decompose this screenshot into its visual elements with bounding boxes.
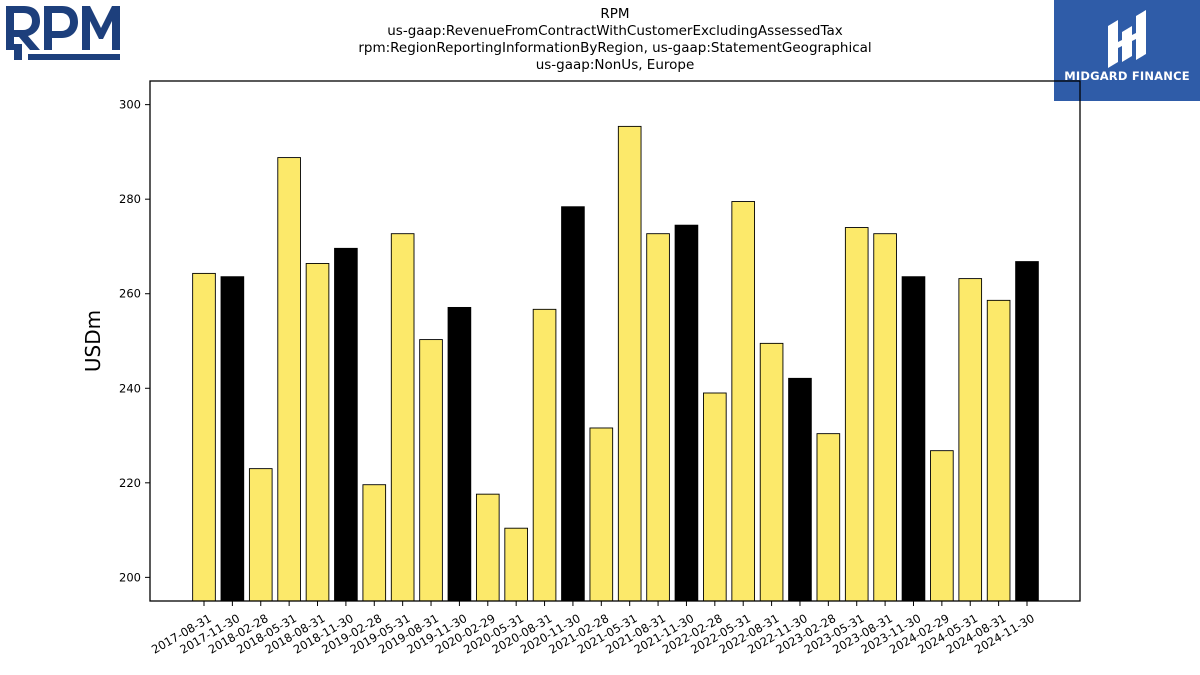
bar-2021-05-31 [617, 125, 642, 602]
chart-title-line-3: rpm:RegionReportingInformationByRegion, … [358, 40, 872, 56]
rpm-logo [6, 6, 120, 60]
bar-2022-11-30 [788, 377, 812, 602]
bar-2023-05-31 [844, 227, 869, 602]
bar-2018-11-30 [334, 247, 358, 602]
midgard-finance-logo: MIDGARD FINANCE [1054, 0, 1200, 101]
bar-2019-02-28 [362, 484, 387, 602]
bar-2022-02-28 [703, 392, 727, 602]
bar-2019-08-31 [419, 339, 443, 602]
bar-2022-05-31 [731, 201, 756, 602]
bar-2020-08-31 [532, 308, 557, 602]
bar-2020-05-31 [504, 527, 528, 602]
x-axis: 2017-08-312017-11-302018-02-282018-05-31… [149, 601, 1037, 657]
bar-2024-08-31 [986, 299, 1011, 602]
bar-2021-08-31 [646, 233, 670, 602]
y-tick-label: 260 [119, 287, 141, 301]
bar-2017-11-30 [220, 276, 245, 602]
y-tick-label: 220 [119, 476, 141, 490]
y-axis: 200 220 240 260 280 300 [119, 98, 150, 584]
y-axis-label: USDm [81, 310, 105, 372]
bar-2020-11-30 [561, 206, 585, 602]
bar-2019-11-30 [447, 306, 472, 602]
midgard-emblem-icon [1108, 10, 1146, 68]
bar-2018-08-31 [305, 263, 330, 602]
bar-2018-05-31 [277, 157, 301, 602]
bar-2022-08-31 [759, 342, 784, 602]
y-tick-label: 240 [119, 381, 141, 395]
bar-2024-11-30 [1015, 261, 1039, 602]
chart-title: RPM us-gaap:RevenueFromContractWithCusto… [0, 6, 1200, 74]
chart-title-line-2: us-gaap:RevenueFromContractWithCustomerE… [387, 23, 843, 39]
y-tick-label: 280 [119, 192, 141, 206]
chart-title-line-4: us-gaap:NonUs, Europe [535, 57, 695, 73]
bar-2023-02-28 [816, 433, 841, 602]
midgard-finance-text: MIDGARD FINANCE [1064, 69, 1190, 83]
bar-2021-11-30 [674, 224, 699, 602]
bar-2024-05-31 [958, 278, 983, 602]
bars-group [192, 125, 1039, 602]
bar-2023-11-30 [901, 276, 926, 602]
plot-frame [149, 80, 1081, 602]
chart-title-line-1: RPM [600, 6, 630, 22]
bar-2023-08-31 [873, 233, 897, 602]
bar-2024-02-29 [930, 450, 954, 602]
y-tick-label: 300 [119, 98, 141, 112]
bar-2018-02-28 [248, 468, 273, 602]
bar-2021-02-28 [589, 427, 614, 602]
bar-2020-02-29 [475, 493, 500, 602]
y-tick-label: 200 [119, 570, 141, 584]
bar-2019-05-31 [390, 233, 415, 602]
bar-2017-08-31 [192, 272, 216, 602]
